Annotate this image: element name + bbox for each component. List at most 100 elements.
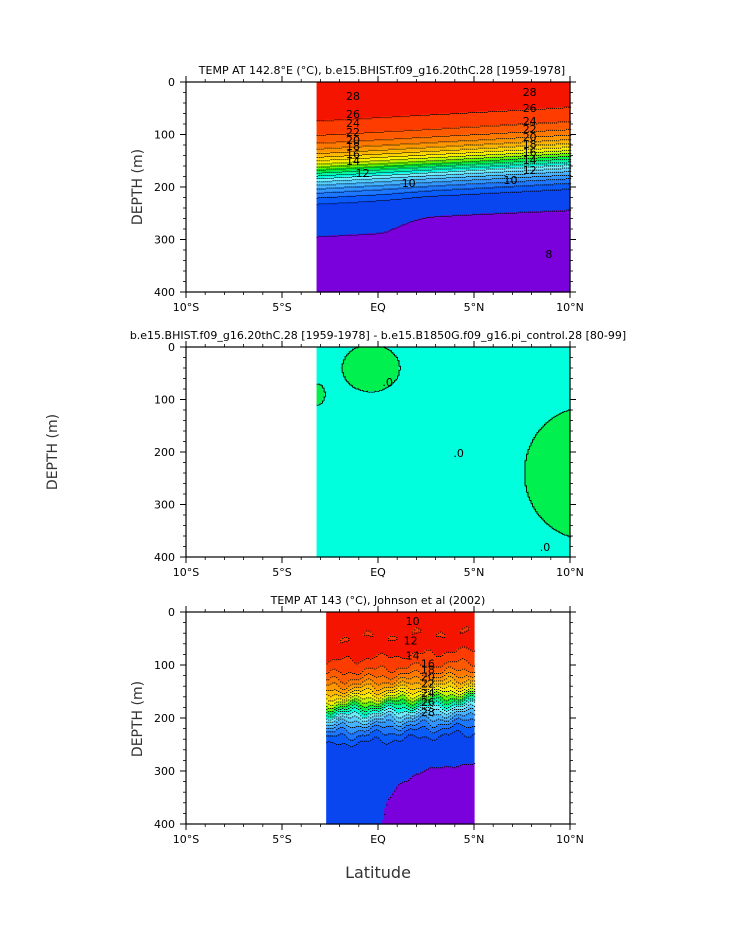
field-cell — [448, 667, 451, 672]
field-cell — [358, 179, 362, 184]
field-cell — [340, 638, 343, 644]
field-cell — [442, 691, 445, 696]
field-cell — [400, 716, 403, 722]
field-cell — [436, 141, 440, 147]
field-cell — [318, 197, 322, 205]
field-cell — [368, 185, 372, 191]
field-cell — [428, 767, 431, 825]
field-cell — [332, 177, 336, 182]
field-cell — [374, 157, 378, 162]
field-cell — [542, 154, 546, 159]
field-cell — [452, 156, 456, 161]
y-axis-label: DEPTH (m) — [45, 414, 61, 490]
field-cell — [454, 347, 458, 558]
field-cell — [456, 155, 460, 160]
field-cell — [378, 701, 381, 704]
field-cell — [380, 702, 383, 705]
field-cell — [404, 115, 408, 131]
field-cell — [544, 122, 548, 131]
field-cell — [344, 688, 347, 694]
field-cell — [518, 109, 522, 125]
field-cell — [522, 137, 526, 143]
field-cell — [358, 118, 362, 133]
field-cell — [358, 713, 361, 719]
field-cell — [526, 149, 530, 153]
field-cell — [430, 178, 434, 183]
field-cell — [330, 705, 333, 710]
field-cell — [562, 210, 566, 293]
field-cell — [386, 725, 389, 735]
field-cell — [336, 724, 339, 730]
field-cell — [352, 133, 356, 142]
field-cell — [464, 145, 468, 150]
field-cell — [564, 139, 568, 144]
field-cell — [394, 701, 397, 705]
field-cell — [388, 350, 392, 387]
field-cell — [368, 701, 371, 706]
field-cell — [406, 176, 410, 181]
field-cell — [496, 168, 500, 172]
field-cell — [444, 669, 447, 675]
field-cell — [442, 670, 445, 677]
field-cell — [520, 180, 524, 187]
field-cell — [376, 82, 380, 119]
field-cell — [326, 183, 330, 189]
field-cell — [324, 148, 328, 153]
field-cell — [544, 151, 548, 156]
field-cell — [498, 142, 502, 148]
field-cell — [340, 174, 344, 179]
field-cell — [372, 178, 376, 183]
field-cell — [336, 670, 339, 679]
field-cell — [422, 157, 426, 162]
field-cell — [402, 714, 405, 720]
field-cell — [460, 176, 464, 182]
field-cell — [566, 189, 570, 211]
field-cell — [444, 687, 447, 693]
field-cell — [418, 178, 422, 184]
field-cell — [484, 182, 488, 188]
field-cell — [406, 182, 410, 188]
field-cell — [562, 412, 566, 535]
field-cell — [426, 129, 430, 138]
field-cell — [386, 801, 389, 825]
field-cell — [348, 726, 351, 734]
field-cell — [384, 166, 388, 170]
field-cell — [346, 201, 350, 235]
field-cell — [354, 179, 358, 184]
field-cell — [412, 137, 416, 144]
field-cell — [478, 214, 482, 293]
field-cell — [464, 112, 468, 128]
field-cell — [424, 720, 427, 728]
field-cell — [488, 192, 492, 214]
field-cell — [460, 658, 463, 670]
field-cell — [476, 188, 480, 194]
field-cell — [342, 82, 346, 120]
field-cell — [448, 671, 451, 678]
field-cell — [542, 211, 546, 293]
field-cell — [402, 658, 405, 668]
field-cell — [470, 679, 473, 684]
field-cell — [470, 188, 474, 194]
field-cell — [422, 681, 425, 687]
field-cell — [460, 183, 464, 190]
field-cell — [366, 117, 370, 133]
field-cell — [330, 183, 334, 189]
field-cell — [338, 180, 342, 185]
field-cell — [458, 183, 462, 190]
field-cell — [554, 189, 558, 211]
field-cell — [498, 147, 502, 151]
field-cell — [342, 612, 345, 639]
field-cell — [532, 154, 536, 159]
field-cell — [424, 169, 428, 173]
field-cell — [428, 684, 431, 688]
field-cell — [530, 163, 534, 168]
field-cell — [444, 699, 447, 705]
field-cell — [512, 137, 516, 143]
field-cell — [426, 707, 429, 711]
field-cell — [402, 143, 406, 149]
field-cell — [434, 216, 438, 293]
field-cell — [370, 132, 374, 141]
field-cell — [466, 713, 469, 721]
field-cell — [486, 160, 490, 164]
field-cell — [418, 687, 421, 693]
